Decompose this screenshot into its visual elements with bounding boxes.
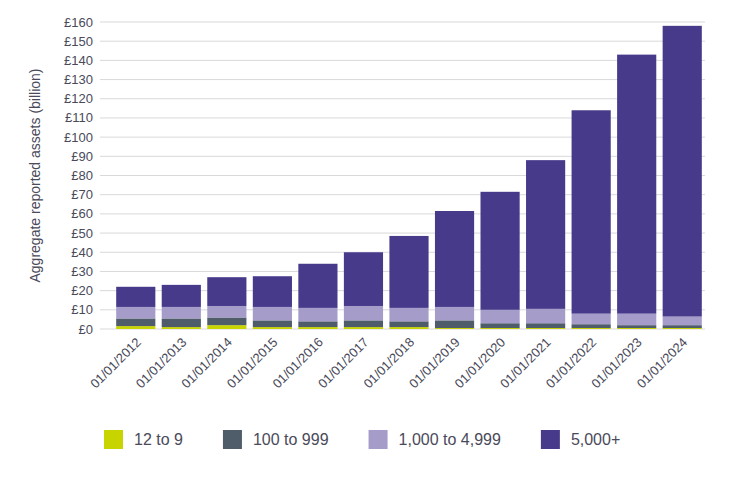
bar-segment	[207, 277, 246, 306]
bar-segment	[389, 327, 428, 329]
grid-line	[100, 194, 705, 195]
bar-segment	[526, 323, 565, 328]
bar-segment	[207, 306, 246, 318]
grid-line	[100, 98, 705, 99]
legend-swatch	[104, 430, 123, 449]
bar-segment	[116, 318, 155, 326]
grid-line	[100, 213, 705, 214]
legend-label: 12 to 9	[134, 431, 183, 448]
bar-segment	[480, 323, 519, 328]
bar-segment	[389, 308, 428, 321]
grid	[100, 22, 705, 329]
y-tick-label: £160	[64, 15, 93, 30]
grid-line	[100, 79, 705, 80]
bar-segment	[480, 192, 519, 310]
legend-swatch	[369, 430, 388, 449]
bar-segment	[253, 307, 292, 320]
y-tick-label: £30	[71, 264, 93, 279]
grid-line	[100, 41, 705, 42]
y-tick-label: £140	[64, 53, 93, 68]
bar-segment	[344, 327, 383, 329]
bar-segment	[617, 55, 656, 314]
y-tick-label: £10	[71, 302, 93, 317]
bar-segment	[526, 309, 565, 323]
bar-segment	[572, 314, 611, 325]
bar-segment	[389, 236, 428, 308]
bar-segment	[663, 317, 702, 326]
y-tick-label: £150	[64, 34, 93, 49]
bar-segment	[344, 320, 383, 327]
y-tick-label: £70	[71, 187, 93, 202]
chart: £0 £10 £20 £30 £40 £50 £60 £70 £80 £90 £100 £110 £12…	[0, 0, 730, 480]
bar-segment	[298, 327, 337, 329]
bar-segment	[253, 327, 292, 329]
bar-segment	[116, 326, 155, 329]
bar-segment	[253, 276, 292, 307]
bar-segment	[207, 317, 246, 325]
y-tick-label: £100	[64, 130, 93, 145]
y-tick-label: £130	[64, 72, 93, 87]
y-tick-label: £50	[71, 226, 93, 241]
bar-segment	[480, 310, 519, 323]
bar-segment	[162, 285, 201, 307]
y-tick-label: £80	[71, 168, 93, 183]
legend-swatch	[223, 430, 242, 449]
bar-segment	[253, 320, 292, 327]
grid-line	[100, 156, 705, 157]
grid-line	[100, 22, 705, 23]
y-tick-label: £0	[79, 322, 93, 337]
bar-segment	[572, 110, 611, 313]
bar-segment	[617, 325, 656, 328]
bar-segment	[298, 264, 337, 308]
y-axis-label: Aggregate reported assets (billion)	[27, 68, 43, 282]
y-tick-label: £110	[65, 110, 93, 125]
bar-segment	[617, 314, 656, 326]
bar-segment	[116, 287, 155, 307]
bar-segment	[298, 308, 337, 321]
bar-segment	[389, 321, 428, 327]
bar-segment	[663, 26, 702, 317]
bar-segment	[162, 327, 201, 329]
bar-segment	[162, 318, 201, 327]
bars	[116, 26, 702, 329]
grid-line	[100, 60, 705, 61]
y-tick-label: £60	[71, 206, 93, 221]
bar-segment	[435, 320, 474, 328]
bar-segment	[663, 325, 702, 328]
legend-swatch	[541, 430, 560, 449]
bar-segment	[344, 252, 383, 306]
bar-segment	[116, 307, 155, 319]
bar-segment	[207, 325, 246, 329]
bar-segment	[344, 306, 383, 320]
grid-line	[100, 137, 705, 138]
y-tick-label: £120	[64, 91, 93, 106]
bar-segment	[162, 307, 201, 319]
grid-line	[100, 117, 705, 118]
bar-segment	[435, 211, 474, 307]
y-tick-label: £40	[71, 245, 93, 260]
legend-label: 100 to 999	[253, 431, 329, 448]
legend-label: 1,000 to 4,999	[399, 431, 501, 448]
bar-segment	[435, 307, 474, 320]
bar-segment	[526, 160, 565, 309]
grid-line	[100, 233, 705, 234]
bar-segment	[572, 324, 611, 328]
y-tick-label: £20	[71, 283, 93, 298]
bar-segment	[298, 321, 337, 327]
y-tick-label: £90	[71, 149, 93, 164]
legend-label: 5,000+	[571, 431, 620, 448]
grid-line	[100, 175, 705, 176]
x-tick-label: 01/01/2024	[634, 335, 691, 392]
legend: 12 to 9 100 to 999 1,000 to 4,999 5,000+	[104, 430, 620, 449]
